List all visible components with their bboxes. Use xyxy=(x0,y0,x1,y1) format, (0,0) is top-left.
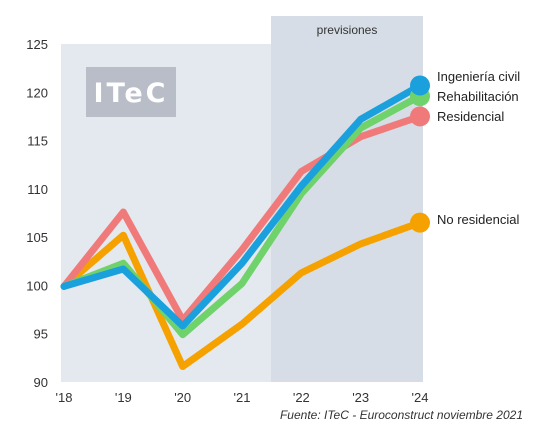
series-line-rehabilitacion xyxy=(60,92,424,339)
legend: Ingeniería civil Rehabilitación Residencia… xyxy=(437,69,520,227)
legend-label-no-residencial: No residencial xyxy=(437,212,519,227)
y-tick-label: 125 xyxy=(26,37,48,52)
x-tick-label: '21 xyxy=(234,390,251,405)
series-end-marker-ingenieria-civil xyxy=(410,75,430,96)
series-end-marker-no-residencial xyxy=(410,212,430,233)
legend-label-rehabilitacion: Rehabilitación xyxy=(437,89,519,104)
y-tick-label: 95 xyxy=(34,327,48,342)
x-tick-label: '19 xyxy=(115,390,132,405)
series-lines xyxy=(60,82,424,370)
y-tick-label: 100 xyxy=(26,278,48,293)
y-axis: 90 95 100 105 110 115 120 125 xyxy=(26,37,48,390)
series-end-marker-residencial xyxy=(410,106,430,127)
forecast-label: previsiones xyxy=(317,23,378,37)
y-tick-label: 120 xyxy=(26,85,48,100)
legend-label-ingenieria-civil: Ingeniería civil xyxy=(437,69,520,84)
logo: ITeC xyxy=(86,67,176,117)
series-line-residencial xyxy=(60,112,424,324)
series-markers xyxy=(410,75,430,233)
series-line-no-residencial xyxy=(60,219,424,370)
series-line-ingenieria-civil xyxy=(60,82,424,330)
x-tick-label: '23 xyxy=(352,390,369,405)
y-tick-label: 105 xyxy=(26,230,48,245)
x-tick-label: '20 xyxy=(174,390,191,405)
y-tick-label: 115 xyxy=(27,134,48,149)
x-axis: '18 '19 '20 '21 '22 '23 '24 xyxy=(56,390,429,405)
x-tick-label: '24 xyxy=(412,390,429,405)
source-note: Fuente: ITeC - Euroconstruct noviembre 2… xyxy=(280,408,523,422)
x-tick-label: '22 xyxy=(293,390,310,405)
y-tick-label: 110 xyxy=(27,182,48,197)
logo-box xyxy=(86,67,176,117)
y-tick-label: 90 xyxy=(34,375,48,390)
x-tick-label: '18 xyxy=(56,390,73,405)
logo-text: ITeC xyxy=(93,78,168,109)
legend-label-residencial: Residencial xyxy=(437,109,504,124)
